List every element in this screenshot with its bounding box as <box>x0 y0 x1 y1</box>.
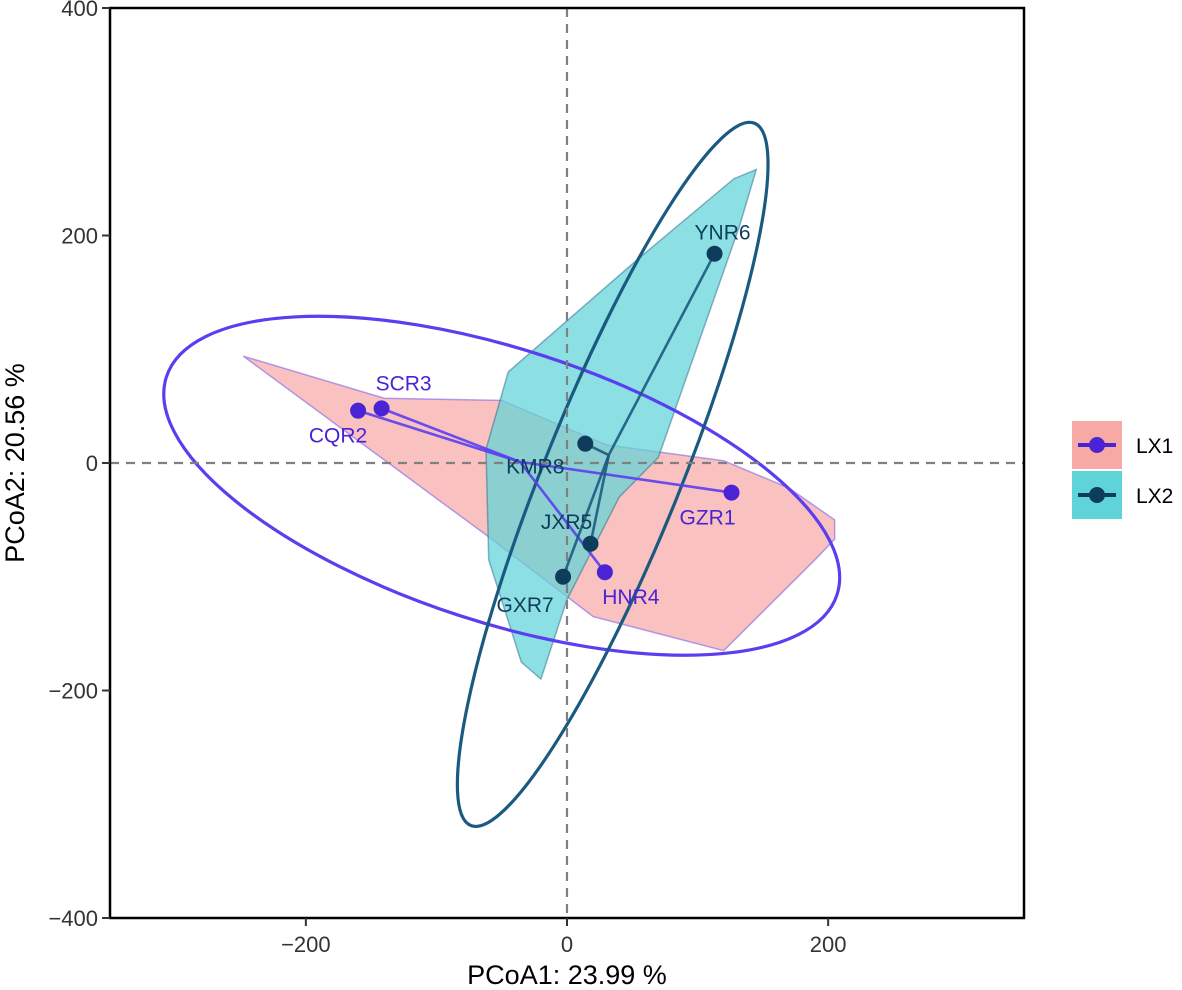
label-jxr5: JXR5 <box>541 511 592 534</box>
point-scr3 <box>373 400 390 417</box>
y-tick-label: 400 <box>61 0 98 21</box>
spoke-jxr5 <box>589 454 611 545</box>
spoke-hnr4 <box>518 461 606 573</box>
legend: LX1 LX2 <box>1072 421 1173 519</box>
centroid-spokes <box>357 253 732 578</box>
label-cqr2: CQR2 <box>309 425 367 448</box>
label-hnr4: HNR4 <box>602 586 659 609</box>
x-tick-label: −200 <box>281 932 331 957</box>
x-tick-label: 200 <box>810 932 847 957</box>
legend-dot-lx1 <box>1089 437 1105 453</box>
group-ellipses <box>162 120 842 828</box>
label-ynr6: YNR6 <box>695 222 751 245</box>
spoke-ynr6 <box>607 253 716 456</box>
ellipse-lx1 <box>162 314 842 657</box>
ellipse-lx2 <box>455 120 770 828</box>
label-gzr1: GZR1 <box>680 507 736 530</box>
y-tick-label: 200 <box>61 224 98 249</box>
x-axis-title: PCoA1: 23.99 % <box>467 960 667 990</box>
spoke-scr3 <box>381 407 521 464</box>
point-labels: GZR1 CQR2 SCR3 HNR4 JXR5 YNR6 GXR7 KMR8 <box>309 222 751 617</box>
point-gxr7 <box>555 568 572 585</box>
point-cqr2 <box>350 402 367 419</box>
spoke-gxr7 <box>561 454 610 578</box>
y-axis-title: PCoA2: 20.56 % <box>0 363 30 563</box>
legend-dot-lx2 <box>1089 487 1105 503</box>
point-kmr8 <box>577 435 594 452</box>
point-ynr6 <box>706 245 723 262</box>
point-hnr4 <box>596 564 613 581</box>
point-jxr5 <box>582 535 599 552</box>
y-tick-label: −200 <box>48 679 98 704</box>
label-scr3: SCR3 <box>376 372 432 395</box>
legend-label-lx1: LX1 <box>1136 435 1173 458</box>
label-kmr8: KMR8 <box>506 456 564 479</box>
legend-label-lx2: LX2 <box>1136 485 1173 508</box>
y-tick-label: −400 <box>48 906 98 931</box>
label-gxr7: GXR7 <box>496 594 553 617</box>
y-tick-label: 0 <box>86 451 98 476</box>
data-points <box>350 245 740 585</box>
axes: −200 0 200 −400 −200 0 200 400 <box>48 0 846 957</box>
x-tick-label: 0 <box>561 932 573 957</box>
point-gzr1 <box>723 484 740 501</box>
reference-lines <box>110 8 1024 918</box>
spoke-gzr1 <box>519 460 732 494</box>
spoke-cqr2 <box>357 409 521 464</box>
